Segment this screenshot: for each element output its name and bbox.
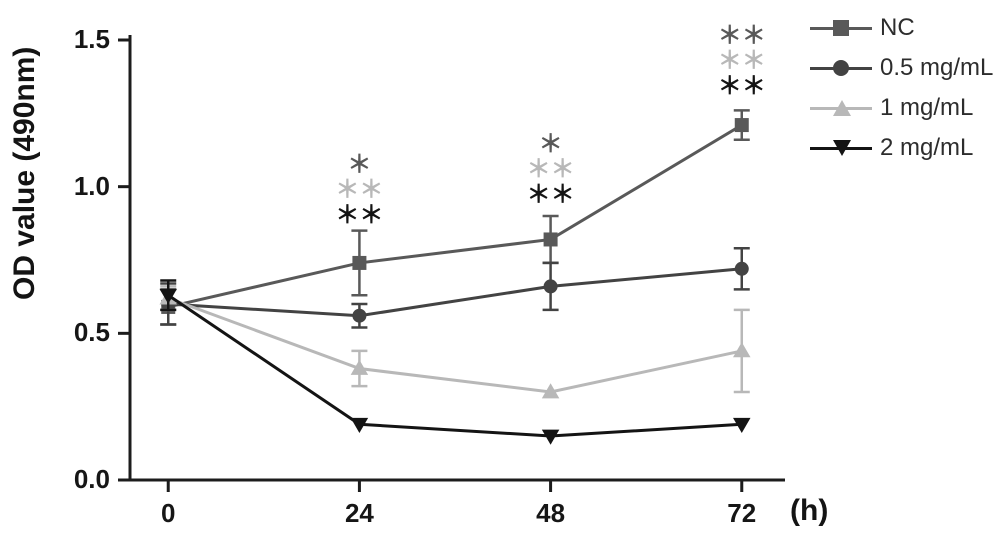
significance-mark: ＊＊ xyxy=(718,72,766,99)
y-tick-label: 1.5 xyxy=(74,24,110,55)
x-tick-label: 0 xyxy=(161,498,175,529)
y-tick-label: 0.0 xyxy=(74,464,110,495)
x-axis-unit: (h) xyxy=(790,494,828,528)
legend-label: 1 mg/mL xyxy=(880,94,973,122)
legend-marker-nc xyxy=(810,14,872,42)
significance-mark: ＊ xyxy=(347,151,371,178)
legend: NC 0.5 mg/mL 1 mg/mL 2 mg/mL xyxy=(810,8,993,168)
series-d2 xyxy=(159,281,750,445)
significance-mark: ＊＊ xyxy=(718,47,766,74)
y-axis-title: OD value (490nm) xyxy=(8,47,42,300)
significance-mark: ＊＊ xyxy=(718,22,766,49)
significance-mark: ＊＊ xyxy=(335,176,383,203)
legend-item-1: 1 mg/mL xyxy=(810,88,993,128)
significance-mark: ＊ xyxy=(539,130,563,157)
x-tick-label: 72 xyxy=(727,498,756,529)
legend-marker-1 xyxy=(810,94,872,122)
legend-marker-2 xyxy=(810,134,872,162)
series-d1 xyxy=(159,286,750,398)
legend-item-05: 0.5 mg/mL xyxy=(810,48,993,88)
legend-label: 2 mg/mL xyxy=(880,134,973,162)
series-nc xyxy=(160,110,750,324)
significance-mark: ＊＊ xyxy=(335,201,383,228)
legend-item-nc: NC xyxy=(810,8,993,48)
x-tick-label: 24 xyxy=(345,498,374,529)
significance-mark: ＊＊ xyxy=(527,181,575,208)
y-tick-label: 1.0 xyxy=(74,171,110,202)
legend-label: 0.5 mg/mL xyxy=(880,54,993,82)
y-tick-label: 0.5 xyxy=(74,317,110,348)
legend-label: NC xyxy=(880,14,915,42)
x-tick-label: 48 xyxy=(536,498,565,529)
significance-mark: ＊＊ xyxy=(527,156,575,183)
legend-marker-05 xyxy=(810,54,872,82)
legend-item-2: 2 mg/mL xyxy=(810,128,993,168)
figure: ＊＊＊＊＊＊＊＊＊＊＊＊＊＊＊＊ OD value (490nm) (h) NC… xyxy=(0,0,1000,558)
